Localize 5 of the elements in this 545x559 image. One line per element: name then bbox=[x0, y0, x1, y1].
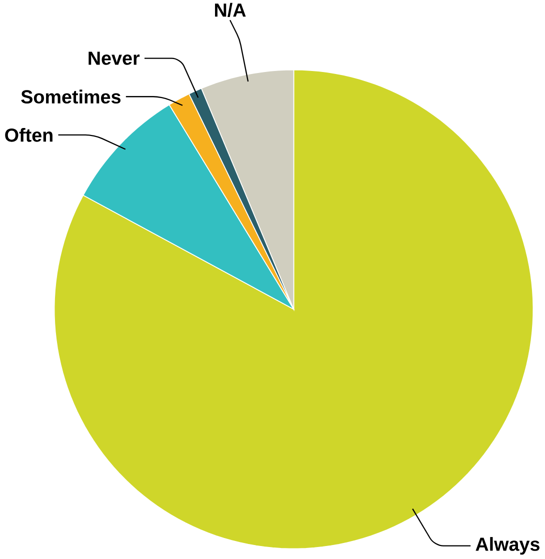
slice-label: Often bbox=[5, 128, 53, 142]
slice-label: Never bbox=[88, 52, 140, 65]
slice-label: N/A bbox=[215, 2, 246, 17]
slice-label: Always bbox=[476, 537, 540, 555]
slice-label: Sometimes bbox=[21, 90, 121, 104]
